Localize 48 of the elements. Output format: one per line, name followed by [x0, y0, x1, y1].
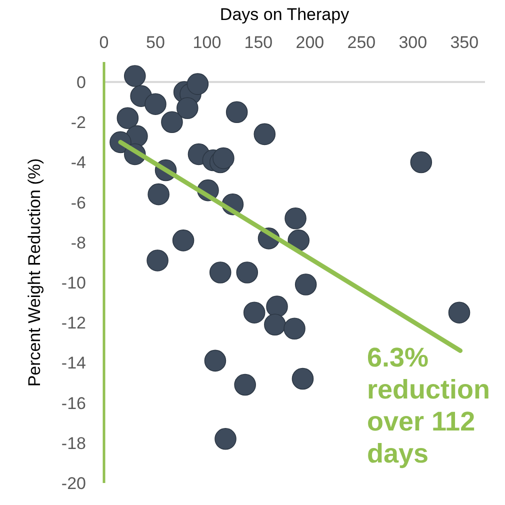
y-tick-label: -6: [70, 193, 86, 212]
point: [448, 302, 470, 324]
point: [124, 65, 146, 87]
x-tick-label: 200: [296, 33, 324, 52]
point: [292, 368, 314, 390]
point: [204, 350, 226, 372]
y-tick-label: -10: [61, 273, 86, 292]
point: [294, 274, 317, 296]
x-tick-label: 300: [398, 33, 428, 52]
annotation: 6.3% reduction over 112 days: [367, 342, 490, 469]
y-axis-title: Percent Weight Reduction (%): [25, 158, 44, 387]
x-axis-title: Days on Therapy: [220, 5, 350, 24]
x-tick-label: 150: [244, 33, 273, 52]
y-tick-label: -2: [70, 113, 86, 132]
x-tick-label: 350: [450, 33, 479, 52]
point: [176, 97, 198, 120]
y-tick-label: -8: [70, 233, 86, 252]
point: [116, 107, 139, 130]
point: [161, 111, 183, 134]
x-tick-label: 250: [347, 33, 376, 52]
point: [234, 374, 256, 396]
point: [148, 183, 170, 206]
x-tick-label: 0: [99, 33, 109, 52]
point: [266, 296, 288, 318]
point: [410, 151, 432, 174]
x-tick-label: 100: [192, 33, 222, 52]
point: [284, 207, 306, 230]
x-tick-label: 50: [146, 33, 165, 52]
point: [146, 250, 168, 272]
point: [226, 101, 248, 124]
y-tick-label: -14: [61, 354, 86, 373]
point: [186, 73, 209, 95]
point: [214, 428, 236, 450]
point: [212, 147, 234, 170]
y-tick-label: -20: [61, 474, 86, 493]
point: [172, 230, 194, 252]
point: [264, 314, 286, 336]
y-tick-label: -4: [70, 153, 86, 172]
point: [254, 123, 276, 146]
y-tick-label: 0: [76, 73, 86, 92]
y-tick-label: -12: [61, 314, 86, 333]
point: [209, 262, 232, 284]
y-tick-label: -18: [61, 434, 86, 453]
point: [236, 262, 258, 284]
point: [144, 93, 166, 115]
y-tick-label: -16: [61, 394, 86, 413]
point: [284, 318, 306, 340]
point: [243, 302, 266, 324]
